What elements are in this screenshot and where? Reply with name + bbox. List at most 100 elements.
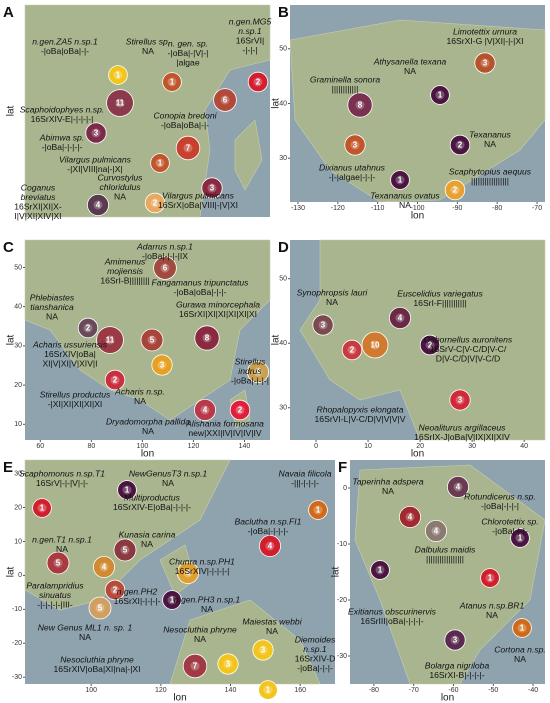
species-label: Texananus [469,129,511,139]
species-label: NA [141,539,153,549]
species-label: Diemoides [295,634,336,644]
pie-center [347,345,357,355]
species-label: Stirellus sp. [126,36,170,46]
pie-count: 4 [102,563,107,572]
species-label: -|oBa|-|-|- [492,526,528,536]
pie-center [253,367,263,377]
map-land [24,459,231,611]
x-tick-label: 160 [294,687,306,694]
pie-chart [193,398,216,421]
species-label: -|oBa|-|V|-| [168,48,209,58]
pie-chart [474,52,496,74]
species-label: 16SrI-B||||||||| [100,275,149,285]
map-land [234,119,263,191]
x-axis-label: lon [411,449,424,460]
species-label: -|oBa|oBa|-|- [41,46,89,56]
x-tick-label: -40 [528,687,538,694]
species-label: 16SrIII|oBa|-|-|-|- [360,616,423,626]
pie-count: 4 [398,314,403,323]
pie-chart [361,331,389,359]
pie-center [207,183,217,193]
pie-center [395,175,405,185]
pie-center [167,77,177,87]
pie-count: 3 [458,396,463,405]
panel-letter: A [3,4,14,21]
pie-count: 1 [438,91,443,100]
species-label: Curvostylus [98,172,144,182]
pie-chart [444,629,466,651]
pie-chart [370,560,390,580]
pie-count: 2 [113,586,118,595]
species-label: -|oBa|-|-|-|- [42,142,83,152]
x-tick-label: -100 [410,205,424,212]
pie-center [113,70,123,80]
pie-chart [213,88,237,112]
x-tick-label: 60 [36,443,44,450]
x-tick-label: -110 [371,205,385,212]
pie-chart [108,65,128,85]
pie-center [93,200,103,210]
pie-center [150,198,160,208]
pie-center [485,573,495,583]
pie-center [450,635,460,645]
y-tick-label: -20 [337,597,347,604]
pie-count: 8 [205,334,210,343]
pie-count: 5 [150,336,155,345]
species-label: 16SrXI-B|-|-|-|- [429,670,484,680]
pie-center [160,263,170,273]
pie-center [375,565,385,575]
pie-center [190,661,200,671]
species-label: Rotundicerus n.sp. [464,491,536,501]
pie-center [258,645,268,655]
species-label: 16SrXIV|-|-|-|-| [175,566,230,576]
pie-count: 2 [453,186,458,195]
species-label: -|||-|-|-|- [291,478,319,488]
species-label: New Genus ML1 n. sp. 1 [38,622,133,632]
pie-count: 2 [458,141,463,150]
y-axis-label: lat [271,334,282,345]
x-tick-label: 20 [416,443,424,450]
y-axis-label: lat [271,98,282,109]
pie-center [355,100,365,110]
pie-count: 7 [186,144,191,153]
pie-center [155,158,165,168]
pie-count: 5 [56,559,61,568]
pie-center [37,503,47,513]
species-label: 16SrXI|XI|XI|XI|XI|XI [179,309,257,319]
pie-center [313,505,323,515]
species-label: n.gen.PH3 n.sp.1 [174,594,241,604]
pie-count: 2 [86,324,91,333]
species-label: ||||||||||||||||| [471,176,509,186]
pie-center [91,128,101,138]
species-label: Alishania formosana [185,418,264,428]
species-label: 16SrXIV-E|oBa|-|-|-|- [113,502,191,512]
pie-center [318,320,328,330]
pie-chart [175,135,201,161]
pie-center [200,405,210,415]
pie-chart [252,639,274,661]
species-label: sinuatus [39,590,72,600]
species-label: NA [404,66,416,76]
y-axis-label: lat [331,566,342,577]
species-label: I|V|XI|XIV|XI [14,211,61,221]
y-tick-label: 30 [14,470,22,477]
species-label: tianshanica [30,302,74,312]
species-label: NA [486,610,498,620]
x-tick-label: -50 [488,687,498,694]
x-axis-label: lon [441,693,454,703]
species-label: Multiproductus [124,492,181,502]
pie-chart [104,579,126,601]
x-tick-label: 120 [188,443,200,450]
species-label: |||||||||||| [332,84,359,94]
species-label: |algae [176,57,199,67]
species-label: n.sp.1 [303,644,327,654]
species-label: Scaphoidophyes n.sp. [20,104,105,114]
species-label: Stirellus productus [40,389,111,399]
species-label: D|V-C/D|V|V-C/D [436,353,500,363]
pie-chart [87,193,110,216]
pie-count: 1 [116,71,121,80]
species-label: Abimwa sp. [39,132,84,142]
pie-chart [388,306,411,329]
pie-center [147,335,157,345]
pie-center [167,595,177,605]
